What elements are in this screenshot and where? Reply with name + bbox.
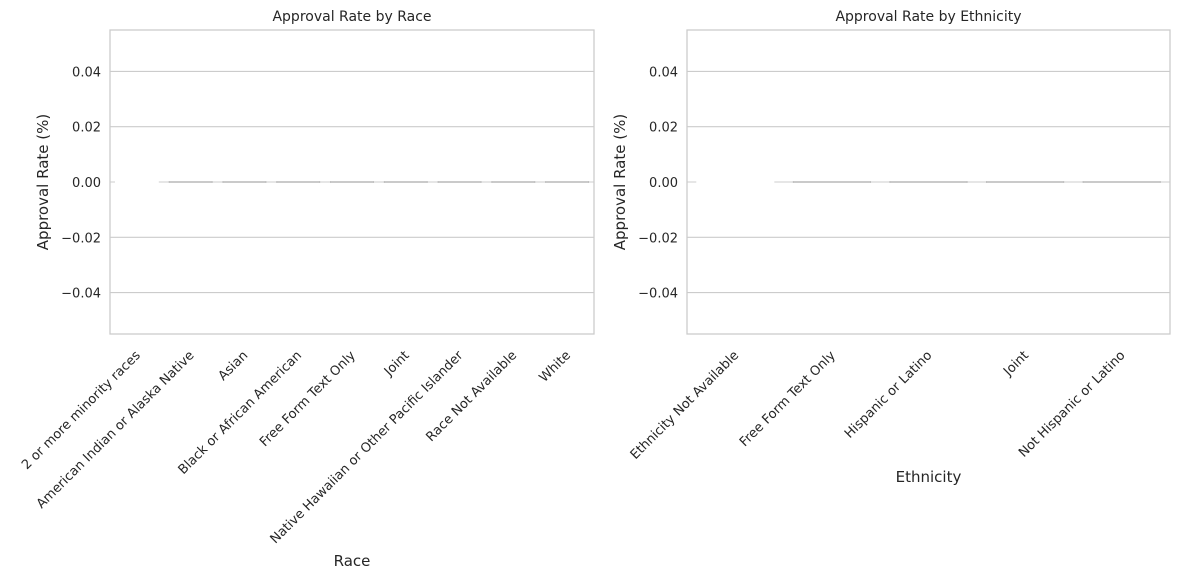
x-tick-label: White: [537, 348, 574, 385]
x-tick-label: Joint: [381, 348, 413, 380]
bar-ethnicity-2: [889, 180, 968, 183]
bar-race-0: [114, 180, 159, 183]
x-tick-label: Joint: [1000, 348, 1032, 380]
x-tick-label: Race Not Available: [423, 348, 520, 445]
y-axis-label: Approval Rate (%): [611, 114, 629, 250]
axes-frame: [109, 29, 595, 335]
x-tick-label: Not Hispanic or Latino: [1016, 348, 1128, 460]
x-tick-label: Free Form Text Only: [737, 348, 839, 450]
bar-race-4: [330, 180, 374, 183]
bar-race-5: [383, 180, 428, 183]
y-axis-label: Approval Rate (%): [34, 114, 52, 250]
bar-race-6: [437, 180, 482, 183]
y-tick-label: 0.02: [649, 121, 678, 136]
chart-title: Approval Rate by Ethnicity: [835, 9, 1021, 25]
bar-ethnicity-0: [696, 180, 775, 183]
bar-ethnicity-3: [986, 180, 1065, 183]
y-tick-label: −0.04: [638, 287, 678, 302]
axes-frame: [686, 29, 1171, 335]
y-tick-label: 0.04: [72, 65, 101, 80]
x-tick-label: Free Form Text Only: [257, 348, 359, 450]
x-tick-label: Native Hawaiian or Other Pacific Islande…: [268, 348, 467, 547]
y-tick-label: 0.00: [649, 176, 678, 191]
bar-race-7: [491, 180, 536, 183]
bar-race-2: [222, 180, 267, 183]
bar-ethnicity-1: [792, 180, 871, 183]
x-axis-label: Race: [334, 552, 371, 570]
bar-race-8: [545, 180, 590, 183]
y-tick-label: 0.00: [72, 176, 101, 191]
bar-race-1: [168, 180, 213, 183]
y-tick-label: 0.02: [72, 121, 101, 136]
y-tick-label: −0.04: [61, 287, 101, 302]
y-tick-label: −0.02: [638, 231, 678, 246]
x-tick-label: Hispanic or Latino: [842, 348, 935, 441]
y-tick-label: −0.02: [61, 231, 101, 246]
x-tick-label: Ethnicity Not Available: [628, 348, 742, 462]
bar-race-3: [276, 180, 321, 183]
chart-panel-race: −0.04 −0.02 0.00 0.02 0.04 Approval Rate by R…: [19, 9, 595, 570]
y-tick-label: 0.04: [649, 65, 678, 80]
bar-ethnicity-4: [1082, 180, 1161, 183]
x-tick-label: Asian: [216, 348, 252, 384]
chart-panel-ethnicity: −0.04 −0.02 0.00 0.02 0.04 Approval Rate by E…: [611, 9, 1171, 486]
x-axis-label: Ethnicity: [896, 468, 962, 486]
chart-title: Approval Rate by Race: [272, 9, 431, 25]
